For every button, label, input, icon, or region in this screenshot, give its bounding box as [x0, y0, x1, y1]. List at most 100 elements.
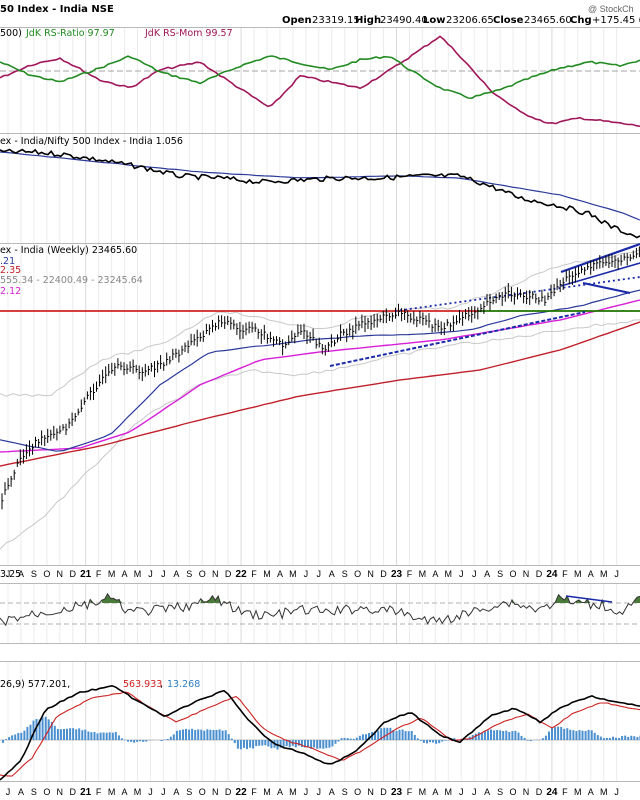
macd-hist-bar — [602, 738, 605, 740]
x-axis-top-tick-30: 23 — [391, 569, 403, 580]
macd-hist-bar — [340, 738, 343, 740]
macd-hist-bar — [444, 740, 447, 741]
macd-hist-bar — [185, 728, 187, 740]
macd-hist-bar — [474, 733, 477, 740]
ratio-panel: ex - India/Nifty 500 Index - India 1.056 — [0, 136, 640, 239]
macd-hist-bar — [209, 729, 212, 740]
x-axis-bottom-tick-26: S — [342, 787, 348, 797]
macd-hist-bar — [432, 740, 435, 743]
macd-hist-bar — [459, 740, 462, 741]
rs-mom-legend: JdK RS-Mom 99.57 — [144, 28, 233, 39]
macd-hist-bar — [572, 730, 575, 740]
x-axis-bottom-tick-30: 23 — [391, 787, 403, 798]
x-axis-top-tick-26: S — [342, 569, 348, 579]
macd-hist-bar — [496, 730, 499, 740]
x-axis-top-tick-7: F — [96, 569, 102, 579]
macd-hist-bar — [435, 740, 438, 744]
macd-hist-bar — [334, 740, 337, 744]
x-axis-top-tick-39: O — [510, 569, 517, 579]
x-axis-top-tick-4: N — [57, 569, 64, 579]
close-label: Close — [493, 15, 524, 26]
macd-hist-bar — [505, 730, 508, 740]
x-axis-bottom-tick-46: M — [600, 787, 608, 797]
chg-label: Chg — [570, 15, 592, 26]
channel-upper — [560, 242, 640, 274]
ratio-moving-average — [0, 151, 640, 221]
macd-hist-bar — [81, 730, 84, 740]
chg-value: +175.45 (+0 — [592, 15, 640, 26]
macd-hist-bar — [487, 730, 489, 740]
rs-mom-line — [0, 35, 640, 128]
x-axis-top-tick-46: M — [600, 569, 608, 579]
high-label: High — [355, 15, 381, 26]
macd-hist-bar — [520, 735, 523, 740]
macd-hist-bar — [166, 738, 169, 740]
macd-hist-bar — [8, 737, 11, 740]
x-axis-bottom-tick-23: J — [304, 787, 309, 797]
macd-hist-bar — [343, 737, 346, 740]
macd-hist-bar — [563, 728, 566, 740]
macd-hist-bar — [355, 737, 358, 740]
macd-hist-bar — [175, 730, 178, 740]
x-axis-top-tick-33: A — [432, 569, 438, 579]
macd-hist-bar — [215, 729, 218, 740]
x-axis-top-tick-11: J — [148, 569, 153, 579]
x-axis-top-tick-38: S — [497, 569, 503, 579]
macd-hist-bar — [368, 733, 370, 740]
x-axis-bottom-tick-0: J — [6, 787, 11, 797]
macd-hist-bar — [346, 738, 349, 740]
macd-hist-bar — [422, 740, 425, 743]
x-axis-bottom-tick-47: J — [614, 787, 619, 797]
x-axis-top-tick-12: J — [161, 569, 166, 579]
macd-hist-bar — [63, 729, 65, 740]
x-axis-bottom-tick-13: A — [173, 787, 179, 797]
macd-hist-bar — [307, 740, 309, 748]
macd-hist-bar — [145, 740, 148, 742]
x-axis-bottom-tick-42: 24 — [546, 787, 558, 798]
x-axis-bottom-tick-45: A — [588, 787, 594, 797]
x-axis-top-tick-35: J — [459, 569, 464, 579]
macd-label-prefix: 26,9) 577.201, — [0, 679, 70, 690]
x-axis-bottom-tick-4: N — [57, 787, 64, 797]
macd-hist-bar — [560, 726, 563, 740]
macd-hist-bar — [438, 740, 441, 744]
macd-hist-bar — [139, 740, 142, 742]
macd-hist-bar — [56, 728, 59, 740]
x-axis-top-tick-31: F — [407, 569, 413, 579]
x-axis-bottom-tick-27: O — [354, 787, 361, 797]
macd-hist-bar — [621, 736, 624, 740]
x-axis-bottom-tick-36: J — [472, 787, 477, 797]
macd-hist-bar — [499, 730, 502, 740]
rrg-label-prefix: 500) — [0, 28, 22, 39]
macd-histogram — [2, 716, 640, 750]
macd-hist-bar — [288, 740, 291, 748]
x-axis-bottom-tick-40: N — [523, 787, 530, 797]
high-value: 23490.40 — [380, 15, 428, 26]
open-label: Open — [282, 15, 312, 26]
x-axis-top-tick-25: A — [329, 569, 335, 579]
x-axis-bottom-tick-6: 21 — [80, 787, 92, 798]
macd-panel: 26,9) 577.201, 563.933 , 13.268 — [0, 679, 640, 781]
x-axis-bottom-tick-17: D — [225, 787, 232, 797]
macd-hist-bar — [410, 731, 413, 740]
macd-hist-bar — [38, 719, 41, 740]
macd-hist-bar — [108, 732, 111, 740]
trendline-upper-dotted — [394, 276, 640, 312]
macd-hist-bar — [358, 735, 361, 740]
x-axis-top-tick-42: 24 — [546, 569, 558, 580]
macd-hist-bar — [319, 740, 322, 749]
x-axis-bottom-tick-1: A — [18, 787, 24, 797]
macd-hist-bar — [11, 735, 14, 740]
macd-hist-bar — [633, 736, 636, 740]
x-axis-bottom-tick-8: M — [108, 787, 116, 797]
x-axis-bottom: J A S O N D 21 F M A M J J A S O N D 22 F M A M J J A S O N D 23 F M A M J J… — [6, 787, 619, 798]
macd-hist-bar — [127, 740, 129, 742]
x-axis-top-tick-47: J — [614, 569, 619, 579]
macd-hist-bar — [493, 730, 496, 740]
chart-header: 50 Index - India NSE Open 23319.15 High … — [0, 4, 640, 26]
macd-hist-bar — [380, 728, 383, 740]
legend-ema-magenta: 2.12 — [0, 286, 21, 297]
x-axis-top-tick-8: M — [108, 569, 116, 579]
macd-hist-bar — [407, 731, 410, 740]
macd-hist-bar — [578, 730, 581, 740]
